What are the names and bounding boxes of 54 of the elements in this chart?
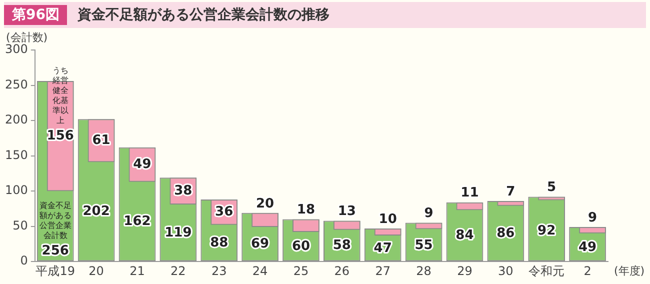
data-label: 9 (424, 206, 434, 222)
x-tick-label: 24 (252, 264, 268, 278)
y-tick-label: 50 (12, 218, 28, 232)
data-label: 69 (251, 236, 270, 252)
data-label: 18 (296, 202, 316, 218)
x-tick-label: 2 (584, 264, 592, 278)
data-label: 61 (92, 133, 110, 148)
data-label: 88 (210, 236, 228, 251)
data-label: 92 (538, 223, 556, 238)
x-tick-label: 29 (457, 264, 472, 278)
x-tick-label: 令和元 (528, 264, 565, 278)
data-label: 49 (578, 240, 597, 255)
data-label: 47 (374, 240, 392, 256)
x-tick-label: 22 (170, 264, 186, 278)
x-tick-label: 30 (498, 264, 514, 278)
data-label: 38 (174, 183, 192, 198)
x-tick-label: 28 (416, 264, 432, 278)
series-label: 資金不足額がある公営企業会計数 (39, 201, 72, 240)
y-tick-label: 250 (5, 77, 28, 92)
x-tick-label: 26 (334, 264, 350, 278)
y-tick-label: 200 (5, 112, 28, 127)
data-label: 58 (332, 238, 351, 254)
data-label: 156 (46, 128, 74, 144)
data-label: 5 (547, 180, 556, 196)
data-label: 119 (164, 225, 192, 240)
data-label: 202 (82, 204, 110, 220)
data-label: 60 (292, 239, 310, 254)
y-tick-label: 300 (5, 42, 28, 56)
x-tick-label: 23 (211, 264, 227, 278)
data-label: 49 (133, 156, 152, 172)
y-tick-label: 0 (20, 254, 28, 268)
data-label: 55 (414, 238, 433, 253)
x-tick-label: 27 (375, 264, 390, 278)
data-label: 86 (496, 226, 515, 242)
data-label: 7 (506, 184, 516, 200)
data-label: 11 (460, 186, 479, 201)
x-tick-label: 平成19 (36, 264, 76, 278)
data-label: 36 (215, 204, 234, 220)
y-tick-label: 150 (5, 148, 28, 162)
data-label: 162 (124, 214, 151, 230)
data-label: 84 (456, 228, 474, 244)
x-tick-label: 20 (88, 264, 104, 278)
series-label: うち経営健全化基準以上 (51, 66, 68, 126)
y-tick-label: 100 (5, 183, 28, 198)
x-tick-label: 25 (293, 264, 309, 278)
data-label: 256 (42, 243, 69, 258)
data-label: 10 (378, 212, 397, 227)
x-tick-label: 21 (130, 264, 145, 278)
chart-title: 第96図 資金不足額がある公営企業会計数の推移 (12, 7, 330, 23)
data-label: 13 (338, 204, 356, 220)
data-label: 20 (256, 196, 274, 212)
x-axis-title: (年度) (614, 264, 645, 278)
y-axis-title: (会計数) (6, 30, 48, 44)
data-label: 9 (588, 210, 598, 226)
